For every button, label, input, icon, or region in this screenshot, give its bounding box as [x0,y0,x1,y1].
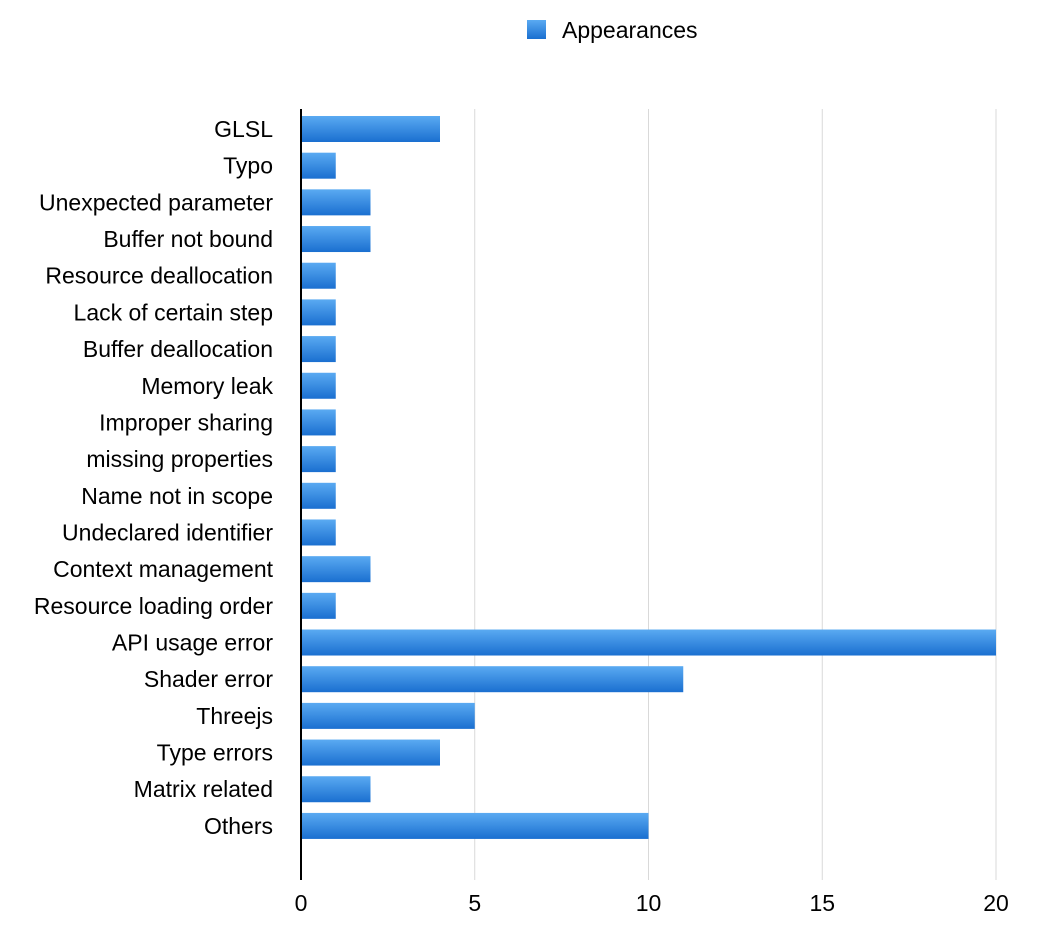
category-label-12: Context management [53,556,274,582]
bar-9 [301,446,336,473]
bar-1 [301,152,336,179]
category-label-8: Improper sharing [99,409,273,435]
x-tick-label-0: 0 [295,890,308,916]
bar-12 [301,556,371,583]
bar-19 [301,812,649,839]
bars [301,116,996,839]
category-label-19: Others [204,813,273,839]
bar-2 [301,189,371,216]
category-label-0: GLSL [214,116,273,142]
category-label-11: Undeclared identifier [62,519,273,545]
category-label-7: Memory leak [141,373,273,399]
category-label-14: API usage error [112,630,273,656]
category-label-10: Name not in scope [81,483,273,509]
bar-17 [301,739,440,766]
category-labels: GLSL Typo Unexpected parameter Buffer not b… [34,116,274,839]
category-label-5: Lack of certain step [74,299,273,325]
category-label-3: Buffer not bound [103,226,273,252]
x-tick-label-15: 15 [809,890,835,916]
category-label-1: Typo [223,153,273,179]
category-label-13: Resource loading order [34,593,273,619]
x-tick-labels: 0 5 10 15 20 [295,890,1009,916]
gridlines [474,109,997,880]
bar-0 [301,116,440,142]
bar-14 [301,629,996,656]
category-label-17: Type errors [157,740,273,766]
bar-7 [301,372,336,399]
category-label-9: missing properties [86,446,273,472]
bar-6 [301,336,336,363]
bar-5 [301,299,336,326]
bar-13 [301,592,336,619]
bar-11 [301,519,336,546]
bar-16 [301,702,475,729]
category-label-18: Matrix related [134,776,273,802]
bar-4 [301,262,336,289]
x-tick-label-20: 20 [983,890,1009,916]
category-label-2: Unexpected parameter [39,189,273,215]
x-tick-label-10: 10 [636,890,662,916]
legend: Appearances [527,17,698,43]
category-label-4: Resource deallocation [45,263,273,289]
category-label-15: Shader error [144,666,273,692]
bar-18 [301,776,371,803]
bar-8 [301,409,336,436]
bar-3 [301,226,371,253]
legend-label: Appearances [562,17,698,43]
bar-10 [301,482,336,509]
bar-15 [301,666,684,693]
category-label-16: Threejs [196,703,273,729]
category-label-6: Buffer deallocation [83,336,273,362]
legend-swatch [527,20,546,39]
x-tick-label-5: 5 [468,890,481,916]
